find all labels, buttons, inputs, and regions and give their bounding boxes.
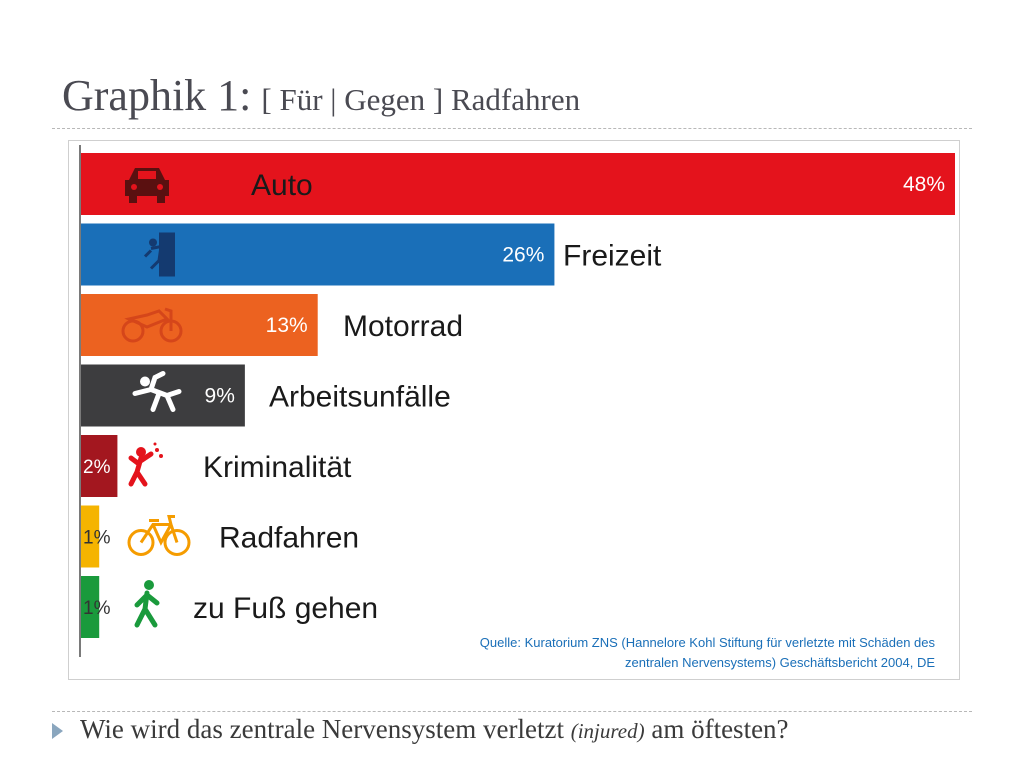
title-divider xyxy=(52,128,972,129)
question-main: Wie wird das zentrale Nervensystem verle… xyxy=(80,714,564,744)
bar-value-label: 1% xyxy=(83,528,111,549)
climber-icon xyxy=(143,232,175,277)
motorcycle-icon xyxy=(121,307,183,343)
question-text: Wie wird das zentrale Nervensystem verle… xyxy=(80,714,789,745)
bar-chart: 48% Auto 26% Freizeit 13% Motorrad 9% Arbeitsun… xyxy=(79,145,955,670)
bottom-divider xyxy=(52,711,972,712)
bar-6 xyxy=(81,505,100,568)
bar-value-label: 26% xyxy=(502,244,544,267)
question-italic: (injured) xyxy=(570,719,645,743)
category-label: zu Fuß gehen xyxy=(193,592,378,625)
question-end: am öftesten? xyxy=(651,714,789,744)
bar-value-label: 13% xyxy=(266,314,308,337)
title-sub: [ Für | Gegen ] Radfahren xyxy=(261,82,581,117)
category-label: Kriminalität xyxy=(203,451,352,484)
bar-5 xyxy=(81,435,118,497)
category-label: Auto xyxy=(251,169,313,202)
page-title: Graphik 1: [ Für | Gegen ] Radfahren xyxy=(62,70,580,121)
car-icon xyxy=(125,168,169,203)
bar-value-label: 9% xyxy=(205,385,235,408)
bar-value-label: 2% xyxy=(83,457,111,478)
bar-value-label: 1% xyxy=(83,598,111,619)
bar-3 xyxy=(81,294,318,356)
source-line-2: zentralen Nervensystems) Geschäftsberich… xyxy=(625,655,935,670)
category-label: Freizeit xyxy=(563,240,662,273)
chart-frame: 48% Auto 26% Freizeit 13% Motorrad 9% Arbeitsun… xyxy=(68,140,960,680)
source-line-1: Quelle: Kuratorium ZNS (Hannelore Kohl S… xyxy=(480,635,936,650)
category-label: Motorrad xyxy=(343,310,463,343)
category-label: Arbeitsunfälle xyxy=(269,381,451,414)
bar-value-label: 48% xyxy=(903,173,945,196)
category-label: Radfahren xyxy=(219,522,359,555)
falling-worker-icon xyxy=(132,371,182,412)
punch-icon xyxy=(128,442,163,487)
bullet-triangle-icon xyxy=(52,723,63,739)
title-main: Graphik 1: xyxy=(62,71,252,120)
walker-icon xyxy=(134,580,160,628)
bar-1 xyxy=(81,153,955,215)
bicycle-icon xyxy=(127,515,191,556)
bar-2 xyxy=(81,223,555,286)
bar-7 xyxy=(81,576,100,638)
